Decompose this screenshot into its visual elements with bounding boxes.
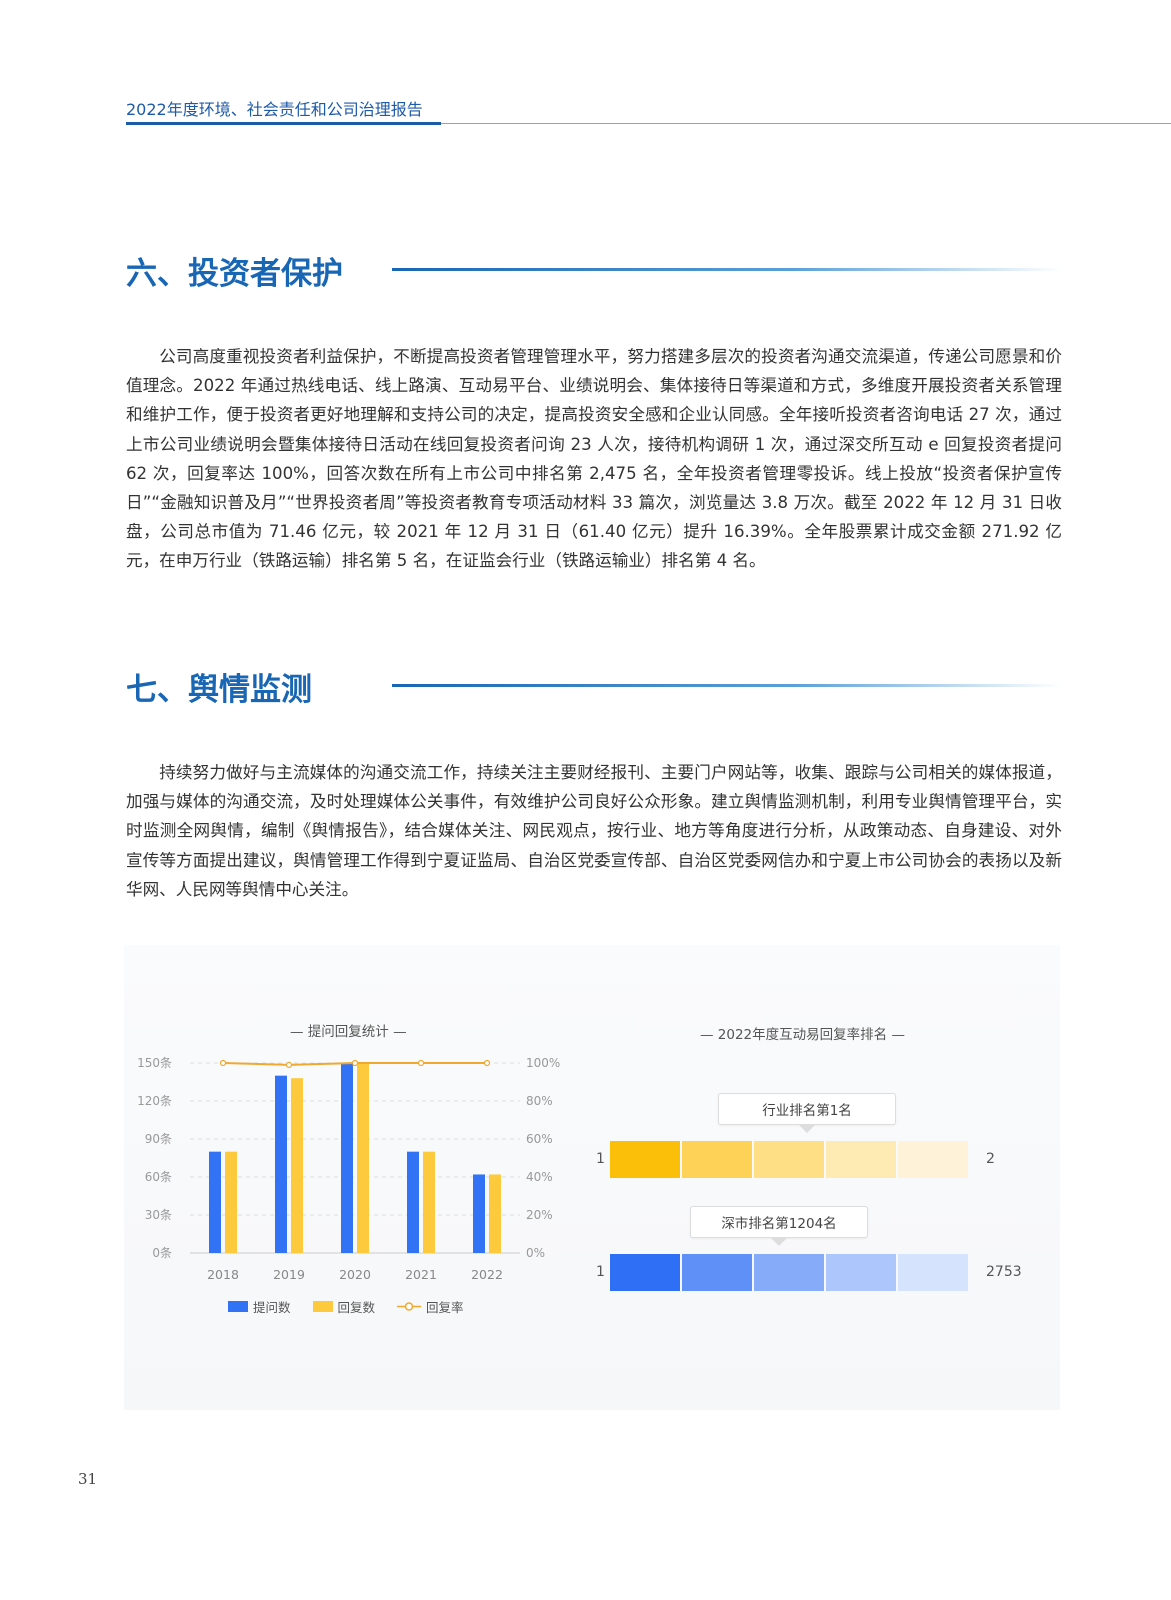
rank-min-label: 1 (596, 1151, 605, 1167)
rank-segment (682, 1254, 752, 1291)
shenzhen-rank-callout: 深市排名第1204名 (690, 1206, 868, 1246)
reply-count-bar (423, 1151, 435, 1253)
rank-segment (826, 1254, 896, 1291)
chart-legend: 提问数 回复数 回复率 (228, 1297, 464, 1316)
legend-label: 回复率 (426, 1300, 464, 1315)
shenzhen-rank-bar (610, 1254, 968, 1291)
paragraph-public-opinion: 持续努力做好与主流媒体的沟通交流工作，持续关注主要财经报刊、主要门户网站等，收集… (126, 763, 1062, 899)
reply-rate-point (483, 1059, 491, 1067)
section-divider (392, 268, 1062, 271)
y-right-tick-label: 20% (526, 1208, 553, 1222)
rank-min-label: 1 (596, 1264, 605, 1280)
x-tick-label: 2018 (207, 1267, 239, 1282)
question-count-bar (407, 1151, 419, 1253)
page-number: 31 (78, 1470, 98, 1488)
question-count-bar (341, 1063, 353, 1253)
rank-max-label: 2753 (986, 1264, 1022, 1280)
reply-rate-point (285, 1061, 293, 1068)
rank-segment (898, 1141, 968, 1178)
reply-rate-point (219, 1059, 227, 1067)
reply-rate-point (351, 1059, 359, 1067)
x-tick-label: 2020 (339, 1267, 371, 1282)
y-left-tick-label: 150条 (137, 1056, 172, 1070)
rank-segment (754, 1141, 824, 1178)
chart-title-reply-stats: — 提问回复统计 — (290, 1024, 407, 1040)
paragraph-investor-protection: 公司高度重视投资者利益保护，不断提高投资者管理管理水平，努力搭建多层次的投资者沟… (126, 347, 1062, 571)
reply-count-bar (489, 1174, 501, 1253)
reply-count-bar (291, 1078, 303, 1253)
industry-rank-callout: 行业排名第1名 (718, 1093, 896, 1133)
y-right-tick-label: 40% (526, 1170, 553, 1184)
reply-count-bar (225, 1151, 237, 1253)
legend-line-marker (397, 1302, 422, 1311)
legend-item: 回复数 (312, 1297, 376, 1316)
question-count-bar (275, 1075, 287, 1253)
rank-max-label: 2 (986, 1151, 995, 1167)
reply-count-bar (357, 1063, 369, 1253)
chart-title-rank: — 2022年度互动易回复率排名 — (700, 1027, 905, 1043)
x-tick-label: 2019 (273, 1267, 305, 1282)
section-title-public-opinion: 七、舆情监测 (126, 672, 312, 708)
section-title-investor-protection: 六、投资者保护 (126, 256, 343, 292)
y-left-tick-label: 120条 (137, 1094, 172, 1108)
legend-label: 回复数 (337, 1300, 376, 1315)
legend-item: 提问数 (228, 1297, 291, 1316)
legend-swatch (228, 1301, 248, 1312)
legend-label: 提问数 (253, 1300, 291, 1315)
x-tick-label: 2022 (471, 1267, 503, 1282)
header-underline (126, 122, 441, 125)
legend-swatch (312, 1301, 333, 1312)
rank-segment (610, 1254, 680, 1291)
rank-segment (610, 1141, 680, 1178)
question-count-bar (209, 1151, 221, 1253)
legend-item: 回复率 (397, 1297, 464, 1316)
y-right-tick-label: 100% (526, 1056, 560, 1070)
industry-rank-bar (610, 1141, 968, 1178)
reply-rate-point (417, 1059, 425, 1067)
y-right-tick-label: 60% (526, 1132, 553, 1146)
rank-segment (754, 1254, 824, 1291)
reply-stats-chart: 0条 30条 60条 90条 120条 150条 0% 20% 40% 60% 80% 100% 201… (137, 1056, 560, 1282)
question-count-bar (473, 1174, 485, 1253)
rank-segment (682, 1141, 752, 1178)
section-divider (392, 684, 1062, 687)
y-left-tick-label: 60条 (145, 1170, 172, 1184)
rank-segment (898, 1254, 968, 1291)
y-right-tick-label: 0% (526, 1246, 545, 1260)
report-header: 2022年度环境、社会责任和公司治理报告 (126, 100, 423, 119)
rank-segment (826, 1141, 896, 1178)
y-left-tick-label: 90条 (145, 1132, 172, 1146)
y-left-tick-label: 0条 (152, 1246, 172, 1260)
y-left-tick-label: 30条 (145, 1208, 172, 1222)
x-tick-label: 2021 (405, 1267, 437, 1282)
y-right-tick-label: 80% (526, 1094, 553, 1108)
header-divider (126, 123, 1171, 124)
